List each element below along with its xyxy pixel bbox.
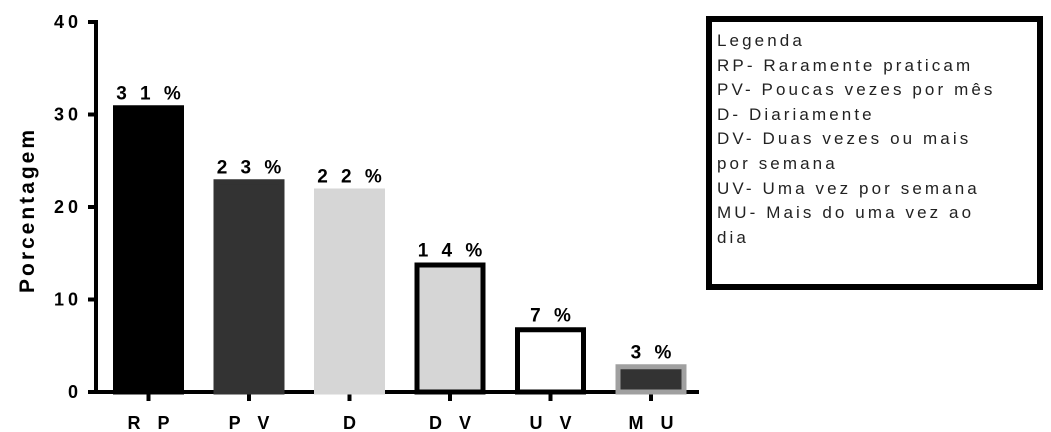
legend: Legenda RP- Raramente praticam PV- Poucas …: [706, 16, 1043, 290]
y-axis: 0 10 20 30 40: [54, 12, 98, 402]
y-axis-label: Porcentagem: [16, 127, 39, 293]
bars: [113, 105, 687, 395]
data-label: 7 %: [530, 305, 575, 326]
bar: [213, 179, 285, 395]
data-label: 3 1 %: [116, 83, 185, 104]
x-tick-label: D: [343, 413, 362, 432]
legend-line: Legenda: [717, 31, 805, 50]
x-tick-label: P V: [229, 413, 276, 432]
data-label: 2 3 %: [217, 157, 286, 178]
y-tick-label: 30: [54, 105, 82, 125]
y-tick-label: 0: [68, 382, 82, 402]
legend-line: dia: [717, 227, 749, 247]
data-labels: 3 1 % 2 3 % 2 2 % 1 4 % 7 % 3 %: [116, 83, 676, 363]
bar: [314, 188, 385, 395]
bar: [113, 105, 184, 395]
x-tick-label: R P: [127, 413, 175, 432]
data-label: 3 %: [631, 342, 676, 363]
data-label: 2 2 %: [317, 167, 386, 188]
data-label: 1 4 %: [418, 241, 487, 262]
x-tick-label: U V: [529, 413, 577, 432]
legend-line: RP- Raramente praticam: [717, 55, 974, 75]
y-tick-label: 40: [54, 12, 82, 32]
y-tick-label: 20: [54, 197, 82, 217]
legend-line: PV- Poucas vezes por mês: [717, 80, 996, 100]
legend-line: MU- Mais do uma vez ao: [717, 203, 975, 223]
y-tick-label: 10: [54, 290, 82, 310]
legend-line: D- Diariamente: [717, 104, 875, 124]
bar: [515, 327, 586, 395]
bar: [414, 262, 486, 395]
x-tick-label: D V: [429, 413, 477, 432]
legend-line: por semana: [717, 153, 838, 173]
legend-line: DV- Duas vezes ou mais: [717, 129, 972, 149]
legend-line: UV- Uma vez por semana: [717, 178, 980, 198]
bar: [615, 364, 687, 395]
x-tick-label: M U: [629, 413, 680, 432]
